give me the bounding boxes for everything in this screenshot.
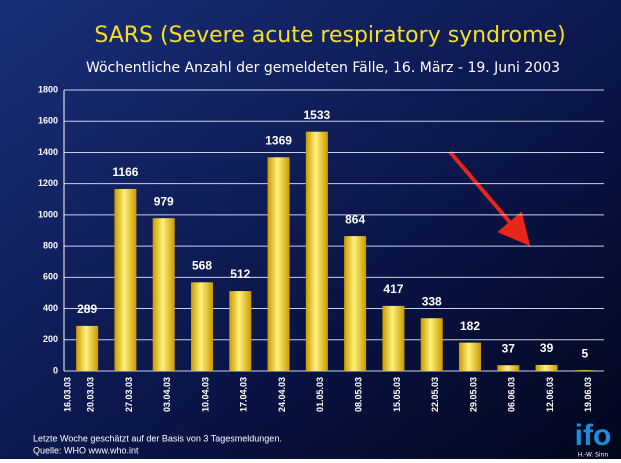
bar xyxy=(191,282,213,371)
logo-author: H.-W. Sinn xyxy=(578,452,609,459)
bar xyxy=(382,305,405,371)
bar xyxy=(152,218,175,371)
note: Quelle: WHO www.who.int xyxy=(33,445,139,455)
bar xyxy=(459,342,481,371)
value-label: 568 xyxy=(192,259,212,273)
note: Letzte Woche geschätzt auf der Basis von… xyxy=(33,433,282,443)
logo: ifo xyxy=(575,419,612,452)
bar xyxy=(344,236,367,371)
x-tick-label: 08.05.03 xyxy=(354,377,364,412)
value-label: 39 xyxy=(540,341,554,355)
bar xyxy=(305,131,328,371)
bar xyxy=(573,370,596,371)
chart-subtitle: Wöchentliche Anzahl der gemeldeten Fälle… xyxy=(86,60,560,76)
y-tick-label: 600 xyxy=(43,272,58,282)
x-tick-label: 24.04.03 xyxy=(277,377,287,412)
value-label: 1533 xyxy=(304,108,331,122)
y-tick-label: 200 xyxy=(43,334,58,344)
x-tick-label: 03.04.03 xyxy=(162,377,172,412)
x-tick-label: 16.03.03 xyxy=(62,377,72,412)
value-label: 864 xyxy=(345,212,365,226)
value-label: 289 xyxy=(77,302,97,316)
bar xyxy=(267,157,290,371)
y-tick-label: 400 xyxy=(43,303,58,313)
bar xyxy=(497,365,520,371)
value-label: 182 xyxy=(460,319,480,333)
y-tick-label: 1600 xyxy=(38,116,58,126)
bar xyxy=(420,318,443,371)
x-tick-label: 15.05.03 xyxy=(392,377,402,412)
bar xyxy=(76,325,99,371)
value-label: 979 xyxy=(154,194,174,208)
x-tick-label: 12.06.03 xyxy=(545,377,555,412)
value-label: 1369 xyxy=(265,133,292,147)
x-tick-label: 01.05.03 xyxy=(315,377,325,412)
y-tick-label: 1800 xyxy=(38,84,58,94)
value-label: 417 xyxy=(383,282,403,296)
y-tick-label: 0 xyxy=(53,365,58,375)
value-label: 338 xyxy=(422,294,442,308)
y-tick-label: 1400 xyxy=(38,147,58,157)
value-label: 512 xyxy=(230,267,250,281)
x-tick-label: 06.06.03 xyxy=(507,377,517,412)
value-label: 5 xyxy=(582,346,589,360)
x-tick-label: 19.06.03 xyxy=(583,377,593,412)
x-tick-label: 29.05.03 xyxy=(468,377,478,412)
value-label: 37 xyxy=(502,341,516,355)
y-tick-label: 800 xyxy=(43,240,58,250)
x-tick-label: 22.05.03 xyxy=(430,377,440,412)
x-tick-label: 17.04.03 xyxy=(239,377,249,412)
chart-title: SARS (Severe acute respiratory syndrome) xyxy=(94,23,565,48)
bar xyxy=(229,291,252,371)
trend-arrow xyxy=(448,150,531,247)
y-tick-label: 1000 xyxy=(38,209,58,219)
x-tick-label: 27.03.03 xyxy=(124,377,134,412)
x-tick-label: 20.03.03 xyxy=(86,377,96,412)
value-label: 1166 xyxy=(112,165,138,179)
x-tick-label: 10.04.03 xyxy=(200,377,210,412)
bar xyxy=(535,364,558,371)
bar xyxy=(114,188,137,371)
y-tick-label: 1200 xyxy=(38,178,58,188)
